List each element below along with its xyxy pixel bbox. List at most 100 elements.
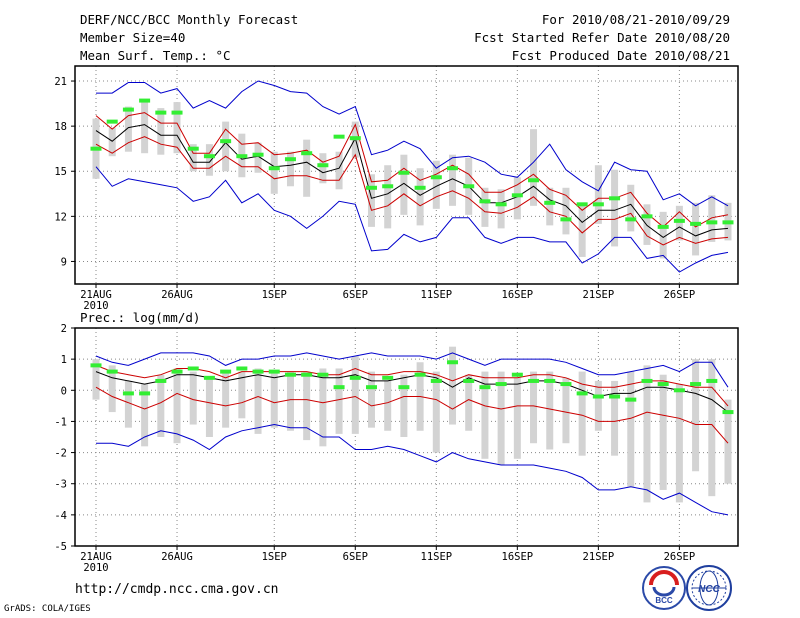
precip-xtick-label: 16SEP: [502, 551, 534, 563]
precip-spread-box: [335, 368, 343, 434]
temp-xtick-label: 26AUG: [161, 289, 193, 301]
precip-median-marker: [122, 391, 134, 396]
precip-median-marker: [317, 372, 329, 377]
temp-series-q1: [95, 136, 729, 246]
temp-median-marker: [220, 139, 232, 144]
precip-spread-box: [465, 374, 473, 431]
bcc-logo-text: BCC: [655, 596, 673, 605]
temp-series-mean: [95, 124, 729, 239]
temp-median-marker: [463, 184, 475, 189]
precip-ytick-label: 0: [61, 385, 67, 397]
precip-median-marker: [657, 382, 669, 387]
precip-xtick-label: 6SEP: [343, 551, 368, 563]
precip-spread-box: [513, 377, 521, 459]
temp-median-marker: [528, 178, 540, 183]
footer-url: http://cmdp.ncc.cma.gov.cn: [75, 582, 279, 597]
precip-spread-box: [92, 359, 100, 400]
temp-ytick-label: 9: [61, 256, 67, 268]
temp-xtick-label: 11SEP: [421, 289, 453, 301]
temp-spread-box: [286, 151, 294, 187]
precip-median-marker: [187, 366, 199, 371]
precip-spread-box: [173, 368, 181, 444]
temp-spread-box: [400, 154, 408, 215]
precip-median-marker: [560, 382, 572, 387]
temp-median-marker: [365, 185, 377, 190]
precip-median-marker: [430, 378, 442, 383]
temp-xtick-label: 21AUG: [80, 289, 112, 301]
temp-spread-box: [335, 151, 343, 190]
temp-spread-box: [254, 142, 262, 173]
precip-spread-box: [319, 368, 327, 447]
temp-ytick-label: 21: [54, 76, 67, 88]
temp-median-marker: [171, 110, 183, 115]
precip-spread-box: [189, 371, 197, 425]
temp-median-marker: [706, 220, 718, 225]
temp-spread-box: [157, 108, 165, 155]
precip-ytick-label: -2: [54, 448, 67, 460]
temp-median-marker: [155, 110, 167, 115]
temp-spread-box: [384, 165, 392, 229]
precip-spread-box: [675, 384, 683, 503]
precip-spread-box: [594, 380, 602, 431]
temp-spread-box: [708, 195, 716, 242]
temp-median-marker: [333, 134, 345, 139]
precip-plot-frame: [74, 327, 739, 547]
precip-median-marker: [544, 378, 556, 383]
precip-spread-box: [367, 371, 375, 428]
temp-spread-box: [141, 102, 149, 154]
precip-median-marker: [690, 382, 702, 387]
temp-plot-frame: [74, 65, 739, 285]
precip-panel-title: Prec.: log(mm/d): [80, 310, 201, 325]
temp-ytick-label: 15: [54, 166, 67, 178]
temp-median-marker: [544, 200, 556, 205]
temp-median-marker: [187, 146, 199, 151]
temp-median-marker: [398, 170, 410, 175]
precip-median-marker: [301, 372, 313, 377]
precip-median-marker: [106, 369, 118, 374]
temp-median-marker: [414, 185, 426, 190]
precip-median-marker: [90, 363, 102, 368]
forecast-produced-label: Fcst Produced Date 2010/08/21: [511, 48, 730, 63]
precip-median-marker: [576, 391, 588, 396]
temp-median-marker: [479, 199, 491, 204]
temp-median-marker: [447, 166, 459, 171]
temp-xtick-label: 16SEP: [502, 289, 534, 301]
precip-ytick-label: -1: [54, 416, 67, 428]
temp-median-marker: [609, 196, 621, 201]
precip-median-marker: [722, 410, 734, 415]
temp-median-marker: [301, 151, 313, 156]
precip-median-marker: [398, 385, 410, 390]
precip-series-min: [96, 423, 729, 516]
precip-spread-box: [141, 384, 149, 447]
chart-title: DERF/NCC/BCC Monthly Forecast: [80, 12, 299, 27]
temp-spread-box: [578, 205, 586, 257]
precip-ytick-label: -5: [54, 541, 67, 553]
temp-spread-box: [303, 139, 311, 197]
precip-ytick-label: 2: [61, 323, 67, 335]
precip-median-marker: [673, 388, 685, 393]
precip-spread-box: [659, 374, 667, 490]
temp-spread-box: [367, 174, 375, 227]
precip-median-marker: [592, 394, 604, 399]
precip-ytick-label: 1: [61, 354, 67, 366]
temp-median-marker: [382, 184, 394, 189]
precip-median-marker: [220, 369, 232, 374]
temp-xtick-label: 26SEP: [664, 289, 696, 301]
precip-spread-box: [578, 371, 586, 456]
precip-median-marker: [333, 385, 345, 390]
temp-series-q3: [95, 112, 729, 228]
temp-spread-box: [611, 169, 619, 247]
precip-series-mean: [95, 371, 729, 413]
precip-median-marker: [479, 385, 491, 390]
ncc-logo-text: NCC: [698, 584, 720, 595]
temp-median-marker: [268, 166, 280, 171]
temp-median-marker: [349, 136, 361, 141]
temp-xtick-year-label: 2010: [83, 300, 108, 312]
temp-median-marker: [252, 152, 264, 157]
grads-credit: GrADS: COLA/IGES: [4, 604, 91, 614]
temp-spread-box: [270, 151, 278, 194]
temp-spread-box: [594, 165, 602, 224]
precip-median-marker: [625, 397, 637, 402]
temp-series-max: [96, 80, 729, 207]
precip-median-marker: [641, 378, 653, 383]
